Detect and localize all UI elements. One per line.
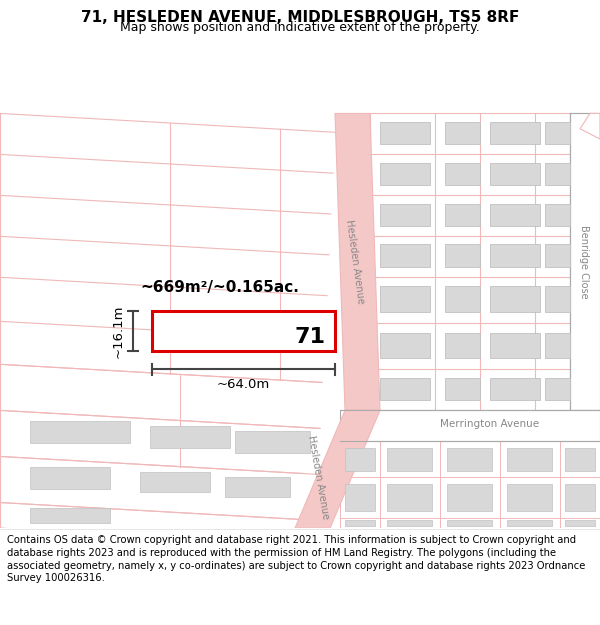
Bar [387,520,432,526]
Bar [490,162,540,185]
Bar [387,448,432,471]
Bar [345,520,375,526]
Text: ~64.0m: ~64.0m [217,378,270,391]
Bar [445,244,480,267]
Text: ~669m²/~0.165ac.: ~669m²/~0.165ac. [140,279,299,294]
Bar [445,286,480,312]
Bar [140,472,210,492]
Bar [565,448,595,471]
Bar [30,508,110,523]
Bar [565,484,595,511]
Bar [565,520,595,526]
Bar [507,520,552,526]
Bar [490,286,540,312]
Bar [225,477,290,498]
Bar [345,448,375,471]
Bar [507,484,552,511]
Bar [445,378,480,400]
Bar [545,162,570,185]
Bar [490,204,540,226]
Polygon shape [295,411,380,528]
Bar [380,332,430,358]
Bar [380,122,430,144]
Bar [445,332,480,358]
Bar [490,244,540,267]
Bar [447,520,492,526]
Text: Hesleden Avenue: Hesleden Avenue [305,434,331,519]
Polygon shape [580,113,600,139]
Text: 71, HESLEDEN AVENUE, MIDDLESBROUGH, TS5 8RF: 71, HESLEDEN AVENUE, MIDDLESBROUGH, TS5 … [81,10,519,25]
Text: 71: 71 [295,327,325,347]
Polygon shape [0,113,340,528]
Bar [30,467,110,489]
Bar [150,426,230,448]
Text: Merrington Avenue: Merrington Avenue [440,419,539,429]
Text: Map shows position and indicative extent of the property.: Map shows position and indicative extent… [120,21,480,34]
Bar [507,448,552,471]
Bar [380,378,430,400]
Bar [380,286,430,312]
Bar [490,378,540,400]
Bar [380,204,430,226]
Polygon shape [335,113,380,411]
Bar [30,421,130,443]
Bar [387,484,432,511]
Bar [380,162,430,185]
Text: ~16.1m: ~16.1m [112,304,125,358]
Bar [545,378,570,400]
Bar [380,244,430,267]
Polygon shape [152,311,335,351]
Bar [545,332,570,358]
Text: Benridge Close: Benridge Close [579,225,589,299]
Bar [447,484,492,511]
Text: Contains OS data © Crown copyright and database right 2021. This information is : Contains OS data © Crown copyright and d… [7,535,586,583]
Bar [545,122,570,144]
Bar [445,204,480,226]
Bar [490,122,540,144]
Bar [345,484,375,511]
Bar [545,244,570,267]
Bar [545,204,570,226]
Bar [490,332,540,358]
Polygon shape [340,411,600,441]
Bar [445,122,480,144]
Text: Hesleden Avenue: Hesleden Avenue [344,219,366,304]
Bar [235,431,310,453]
Bar [545,286,570,312]
Polygon shape [570,113,600,411]
Bar [445,162,480,185]
Bar [447,448,492,471]
